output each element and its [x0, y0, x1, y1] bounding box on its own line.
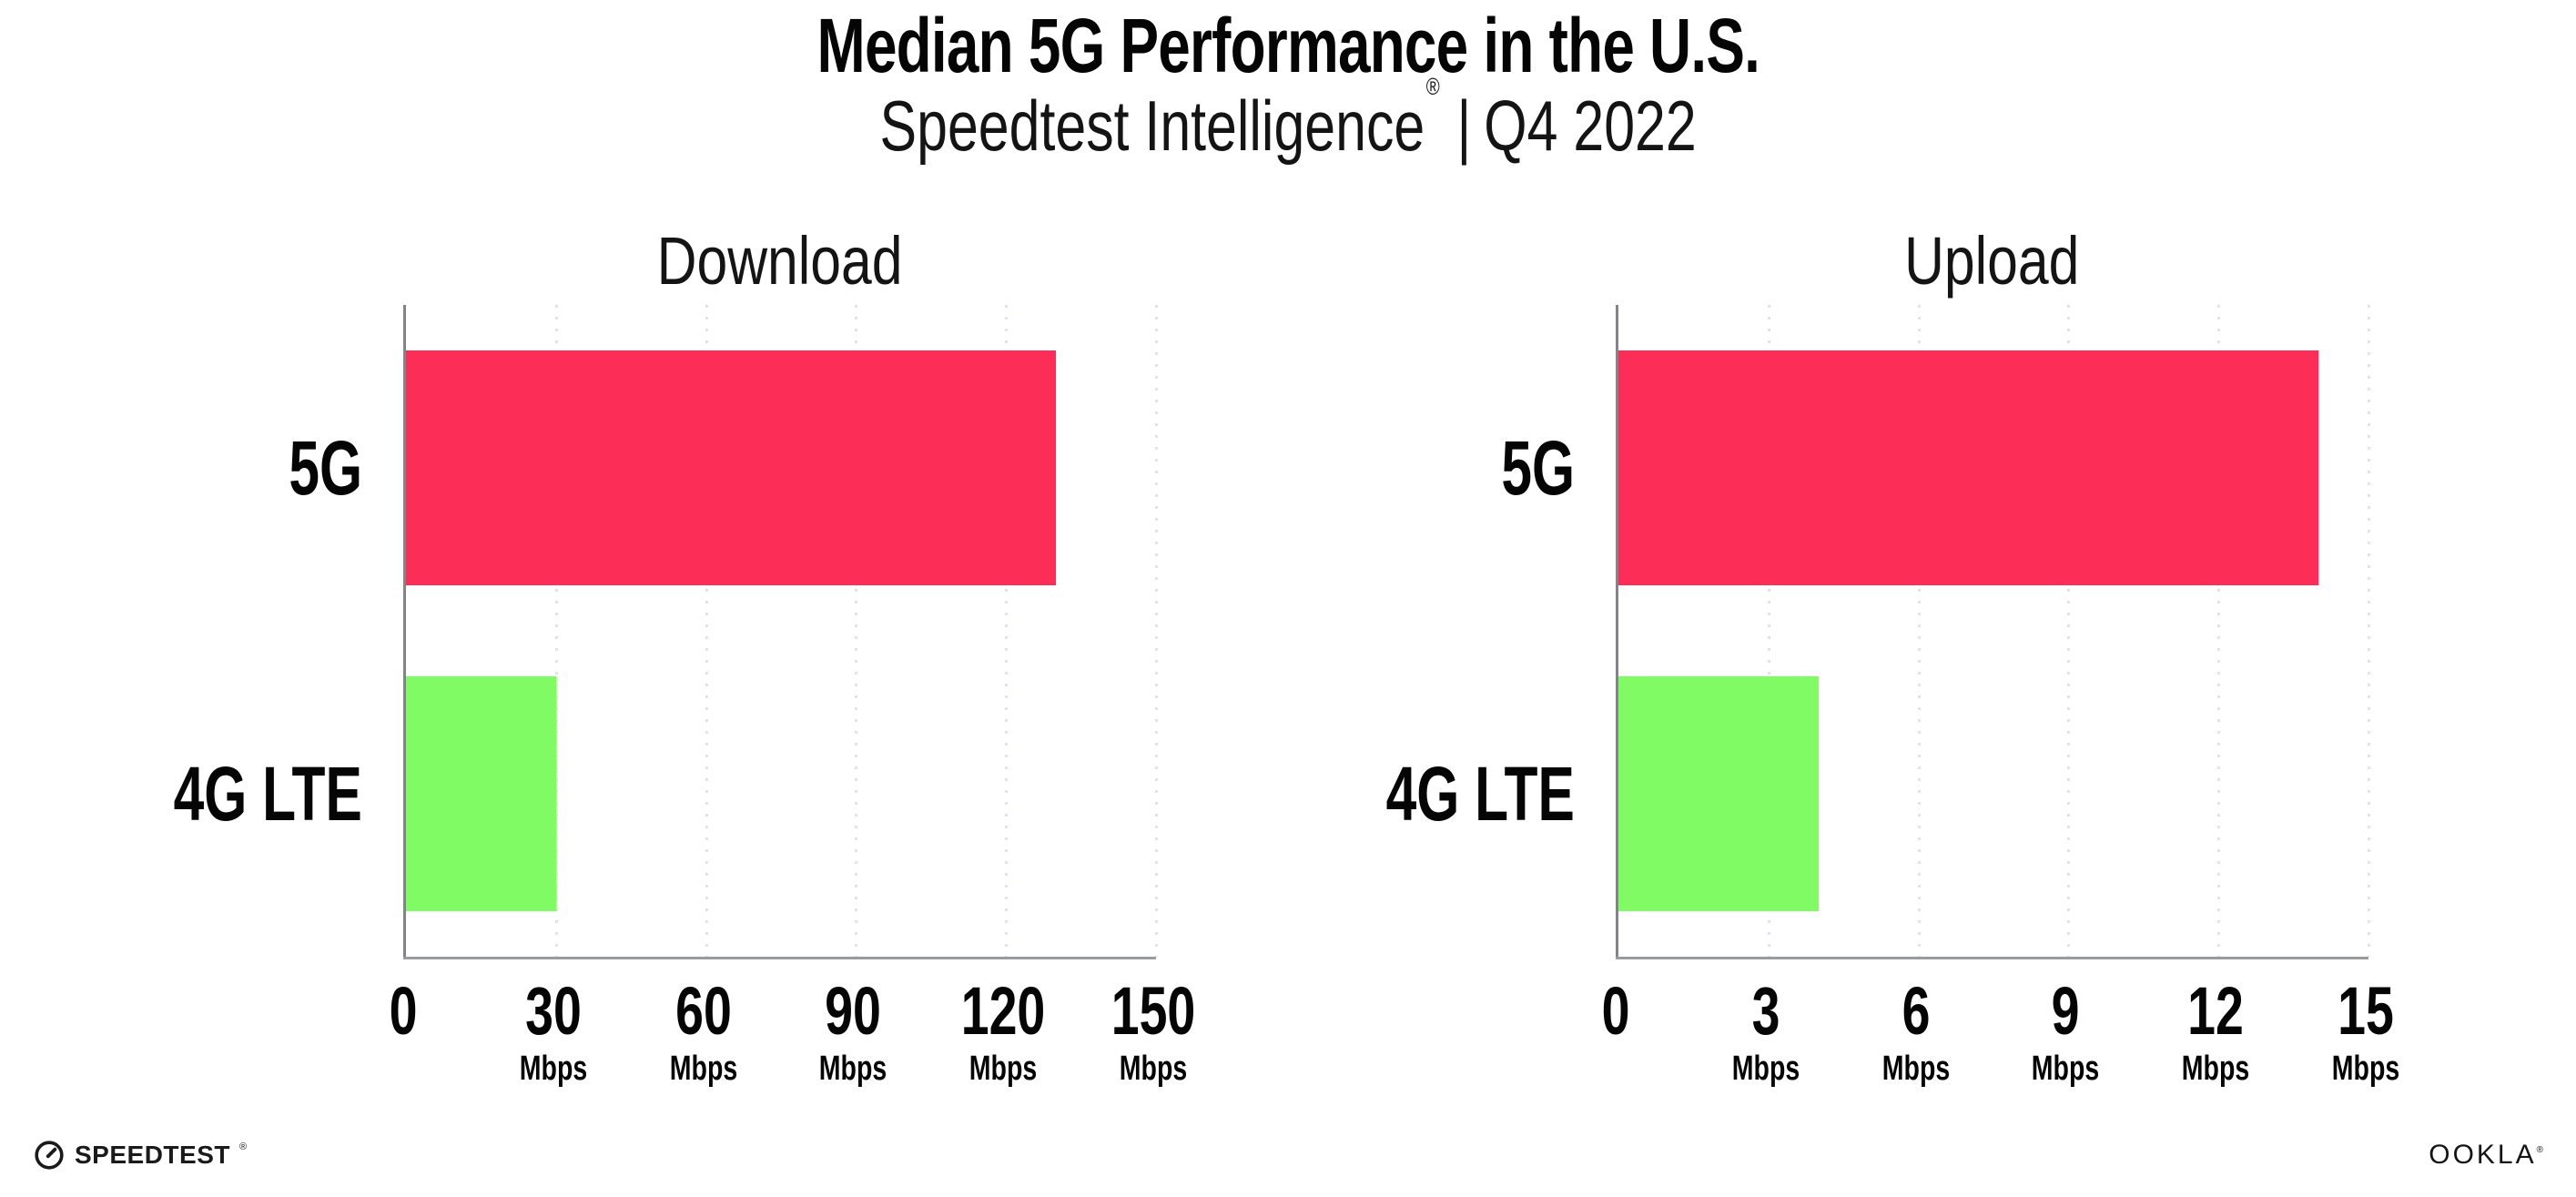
- x-tick-6: 6 Mbps: [1881, 973, 1950, 1088]
- x-tick-15: 15 Mbps: [2331, 973, 2400, 1088]
- page-title-text: Median 5G Performance in the U.S.: [816, 3, 1760, 88]
- bar-row-5g: [1618, 305, 2368, 631]
- download-plot-area: [403, 305, 1158, 959]
- page-subtitle: Speedtest Intelligence® | Q4 2022: [0, 74, 2576, 166]
- bar-5g: [1618, 350, 2319, 585]
- x-tick-unit: Mbps: [1881, 1050, 1950, 1088]
- category-label-4g-lte: 4G LTE: [1385, 751, 1575, 837]
- category-row-5g: 5G: [36, 305, 362, 631]
- x-tick-unit: Mbps: [519, 1050, 588, 1088]
- category-label-5g: 5G: [289, 425, 362, 511]
- gridline-60: [705, 305, 708, 957]
- x-tick-value: 6: [1902, 973, 1931, 1049]
- x-tick-value: 120: [960, 973, 1046, 1049]
- upload-x-axis-labels: 0 3 Mbps 6 Mbps 9 Mbps 12 Mbps 15 Mbps: [1602, 973, 2400, 1094]
- x-tick-12: 12 Mbps: [2181, 973, 2250, 1088]
- upload-chart: Upload 5G 4G LTE 0 3 Mbps 6 Mbps 9 Mbps 12 Mbps 15…: [1249, 223, 2400, 1101]
- upload-chart-title: Upload: [1904, 223, 2080, 299]
- x-tick-unit: Mbps: [669, 1050, 737, 1088]
- download-chart: Download 5G 4G LTE 0 30 Mbps 60 Mbps 90 Mbps 120…: [36, 223, 1196, 1101]
- x-tick-value: 9: [2051, 973, 2080, 1049]
- subtitle-period: Q4 2022: [1484, 86, 1697, 166]
- x-tick-unit: Mbps: [1119, 1050, 1188, 1088]
- gridline-120: [1005, 305, 1009, 957]
- gridline-12: [2217, 305, 2221, 957]
- x-tick-value: 90: [825, 973, 882, 1049]
- category-label-5g: 5G: [1501, 425, 1575, 511]
- speedtest-logo-text: SPEEDTEST: [75, 1141, 230, 1169]
- gridline-9: [2067, 305, 2071, 957]
- upload-plot-area: [1616, 305, 2370, 959]
- gridline-15: [2368, 305, 2370, 957]
- x-tick-value: 15: [2338, 973, 2394, 1049]
- registered-mark: ®: [1425, 73, 1440, 100]
- x-tick-30: 30 Mbps: [519, 973, 588, 1088]
- bar-row-4g-lte: [406, 631, 1156, 957]
- ookla-logo: OOKLA®: [2429, 1140, 2546, 1171]
- x-tick-0: 0: [1602, 976, 1630, 1047]
- page-title: Median 5G Performance in the U.S.: [0, 5, 2576, 86]
- gridline-6: [1917, 305, 1921, 957]
- ookla-logo-text: OOKLA: [2429, 1140, 2537, 1170]
- download-chart-title: Download: [656, 223, 903, 299]
- category-label-4g-lte: 4G LTE: [173, 751, 362, 837]
- x-tick-9: 9 Mbps: [2032, 973, 2100, 1088]
- bar-row-5g: [406, 305, 1156, 631]
- x-tick-value: 30: [524, 973, 582, 1049]
- x-tick-120: 120 Mbps: [960, 973, 1046, 1088]
- page-subtitle-text: Speedtest Intelligence® | Q4 2022: [879, 74, 1697, 166]
- x-tick-value: 60: [674, 973, 732, 1049]
- x-tick-unit: Mbps: [2181, 1050, 2250, 1088]
- category-row-4g-lte: 4G LTE: [36, 631, 362, 957]
- download-bars: [406, 305, 1156, 957]
- x-tick-unit: Mbps: [819, 1050, 887, 1088]
- gridline-3: [1767, 305, 1770, 957]
- x-tick-0: 0: [390, 976, 418, 1047]
- upload-bars: [1618, 305, 2368, 957]
- x-tick-value: 0: [389, 973, 418, 1049]
- x-tick-3: 3 Mbps: [1731, 973, 1800, 1088]
- speedtest-trademark: ®: [238, 1141, 248, 1152]
- x-tick-150: 150 Mbps: [1111, 973, 1196, 1088]
- x-tick-unit: Mbps: [969, 1050, 1038, 1088]
- bar-4g-lte: [1618, 676, 1819, 911]
- gridline-150: [1155, 305, 1158, 957]
- upload-category-labels: 5G 4G LTE: [1249, 305, 1575, 957]
- speedtest-logo: SPEEDTEST ®: [33, 1135, 247, 1175]
- bar-4g-lte: [406, 676, 556, 911]
- x-tick-unit: Mbps: [2032, 1050, 2100, 1088]
- subtitle-brand: Speedtest Intelligence: [879, 86, 1425, 166]
- category-row-5g: 5G: [1249, 305, 1575, 631]
- x-tick-unit: Mbps: [1731, 1050, 1800, 1088]
- bar-5g: [406, 350, 1057, 585]
- download-category-labels: 5G 4G LTE: [36, 305, 362, 957]
- gridline-90: [855, 305, 858, 957]
- x-tick-60: 60 Mbps: [669, 973, 737, 1088]
- x-tick-value: 3: [1751, 973, 1780, 1049]
- x-tick-90: 90 Mbps: [819, 973, 887, 1088]
- category-row-4g-lte: 4G LTE: [1249, 631, 1575, 957]
- download-x-axis-labels: 0 30 Mbps 60 Mbps 90 Mbps 120 Mbps 150 Mbps: [390, 973, 1196, 1094]
- x-tick-unit: Mbps: [2331, 1050, 2400, 1088]
- x-tick-value: 0: [1601, 973, 1630, 1049]
- ookla-trademark: ®: [2536, 1145, 2546, 1155]
- subtitle-separator: |: [1456, 86, 1472, 166]
- bar-row-4g-lte: [1618, 631, 2368, 957]
- speedtest-gauge-icon: [35, 1141, 64, 1170]
- gridline-30: [554, 305, 558, 957]
- x-tick-value: 150: [1111, 973, 1196, 1049]
- x-tick-value: 12: [2187, 973, 2245, 1049]
